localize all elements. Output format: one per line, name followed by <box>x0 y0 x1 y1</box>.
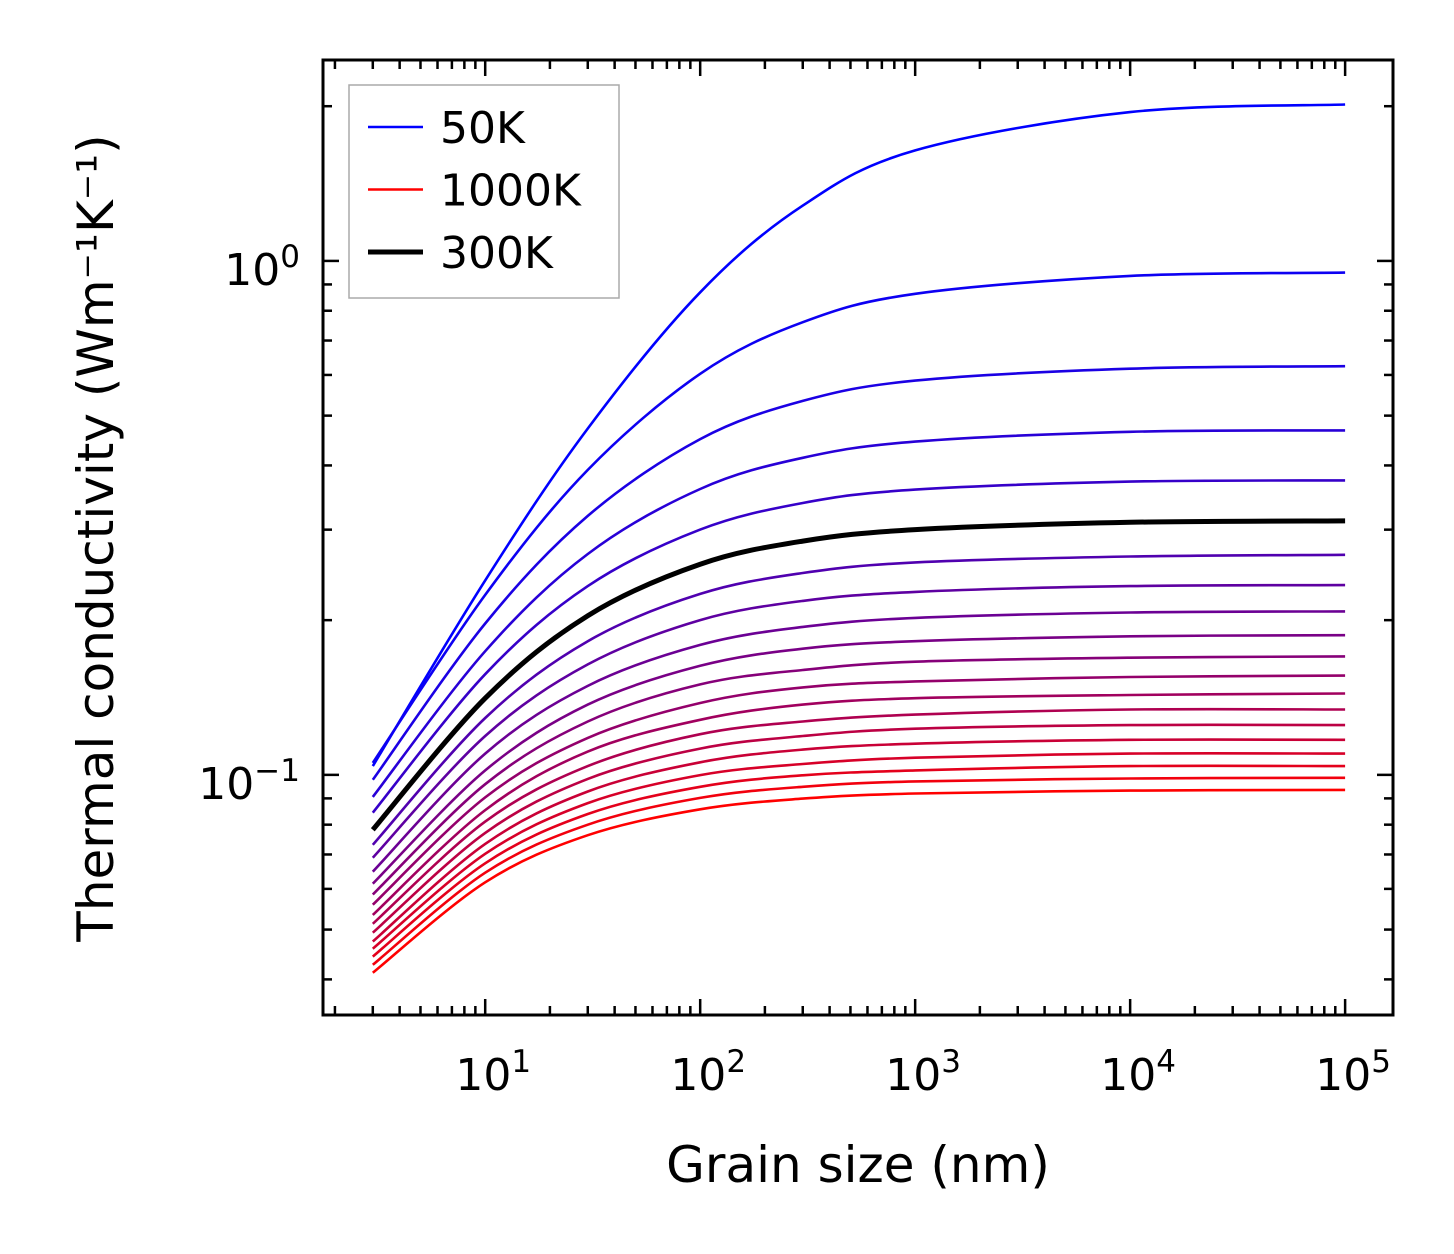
series-line-400K <box>371 583 1346 859</box>
x-tick-label: 102 <box>670 1044 746 1101</box>
y-axis-label: Thermal conductivity (Wm⁻¹K⁻¹) <box>67 134 125 942</box>
series-line-200K <box>371 429 1346 798</box>
series-curves <box>370 103 1346 974</box>
series-line-550K <box>371 655 1346 896</box>
series-line-600K <box>371 674 1346 906</box>
legend-label: 50K <box>440 103 526 154</box>
series-line-150K <box>371 364 1346 781</box>
x-tick-label: 104 <box>1100 1044 1176 1101</box>
plot-frame <box>321 58 1395 1017</box>
series-line-350K <box>371 553 1346 846</box>
series-line-250K <box>371 479 1346 814</box>
series-line-700K <box>371 707 1346 925</box>
series-line-750K <box>371 723 1346 934</box>
x-axis-label: Grain size (nm) <box>666 1136 1050 1194</box>
x-tick-label: 103 <box>885 1044 961 1101</box>
series-line-300K <box>370 518 1346 832</box>
tick-labels: 101 102 103 104 105 100 10−1 <box>198 239 1391 1101</box>
series-line-450K <box>371 610 1346 873</box>
series-line-950K <box>371 776 1346 966</box>
series-line-850K <box>371 751 1346 950</box>
series-line-1000K <box>371 788 1346 974</box>
legend: 50K 1000K 300K <box>348 84 620 299</box>
y-tick-label: 10−1 <box>198 753 300 810</box>
legend-label: 1000K <box>440 166 582 217</box>
x-tick-label: 101 <box>455 1044 531 1101</box>
series-line-500K <box>371 633 1346 885</box>
series-line-900K <box>371 764 1346 958</box>
series-line-650K <box>371 692 1346 916</box>
y-tick-label: 100 <box>224 239 300 296</box>
series-line-50K <box>371 103 1346 767</box>
x-tick-label: 105 <box>1315 1044 1391 1101</box>
legend-label: 300K <box>440 228 554 279</box>
series-line-800K <box>371 738 1346 943</box>
legend-box <box>348 84 620 299</box>
series-line-100K <box>371 271 1346 764</box>
